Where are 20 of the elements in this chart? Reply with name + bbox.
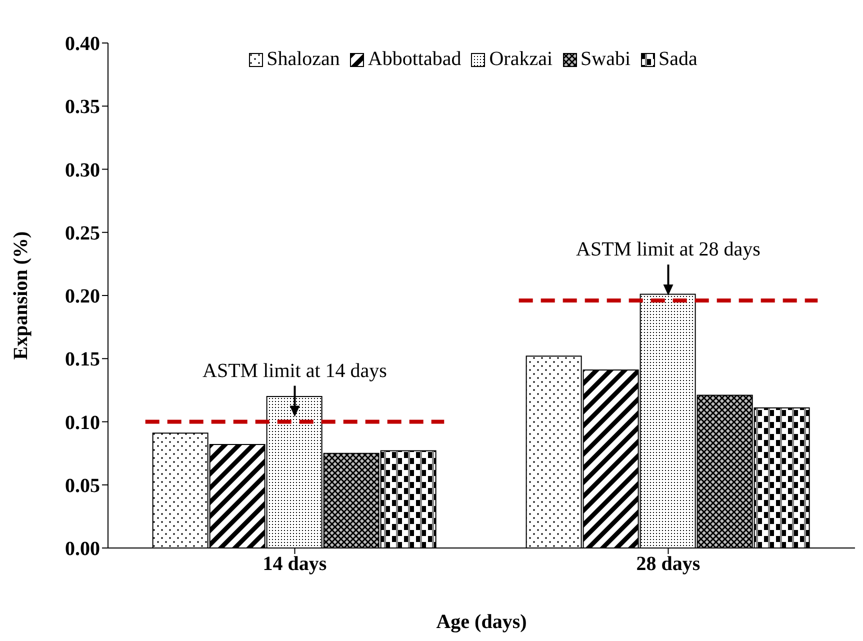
x-tick-label: 14 days [262, 553, 327, 576]
y-tick-label: 0.05 [65, 474, 100, 497]
ref-line-label: ASTM limit at 14 days [202, 360, 388, 382]
y-tick-label: 0.25 [65, 222, 100, 244]
y-tick-label: 0.35 [65, 96, 100, 118]
y-tick-label: 0.20 [65, 286, 100, 308]
legend-label: Orakzai [489, 48, 553, 71]
y-tick-label: 0.10 [65, 412, 100, 434]
legend-label: Shalozan [266, 48, 340, 71]
ref-line-label: ASTM limit at 28 days [576, 238, 761, 261]
legend-label: Abbottabad [368, 48, 462, 71]
x-tick-label: 28 days [636, 553, 700, 576]
x-axis-title: Age (days) [436, 611, 527, 633]
y-tick-label: 0.40 [65, 33, 100, 56]
y-tick-label: 0.15 [65, 348, 100, 371]
y-tick-label: 0.30 [65, 159, 100, 182]
legend-label: Swabi [580, 48, 631, 71]
y-axis-title: Expansion (%) [10, 231, 32, 360]
legend-label: Sada [658, 48, 698, 71]
y-tick-label: 0.00 [65, 538, 100, 560]
